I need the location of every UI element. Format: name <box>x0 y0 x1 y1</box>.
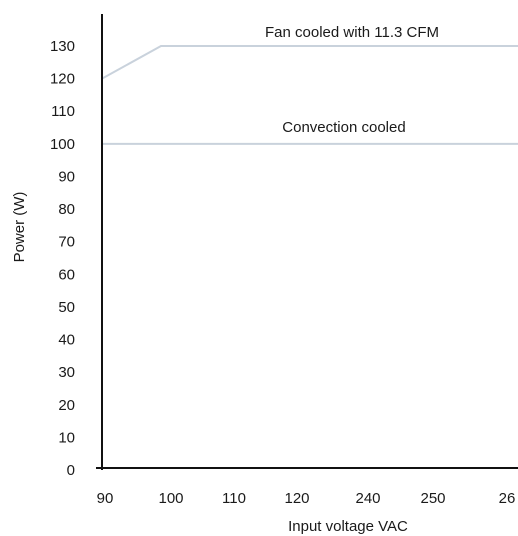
y-tick-label: 130 <box>50 38 75 55</box>
x-tick-label: 90 <box>97 490 114 507</box>
x-tick-label: 110 <box>222 490 246 507</box>
y-tick-label: 60 <box>58 266 75 283</box>
y-tick-label: 70 <box>58 234 75 251</box>
series-line-0 <box>101 45 518 80</box>
series-label-1: Convection cooled <box>282 119 405 136</box>
x-tick-label: 100 <box>158 490 183 507</box>
x-tick-label: 26 <box>499 490 516 507</box>
series-label-0: Fan cooled with 11.3 CFM <box>265 24 439 41</box>
x-tick-label: 250 <box>420 490 445 507</box>
y-tick-label: 40 <box>58 332 75 349</box>
y-tick-label: 30 <box>58 364 75 381</box>
y-tick-label: 90 <box>58 168 75 185</box>
x-axis-title: Input voltage VAC <box>288 518 408 535</box>
y-tick-label: 50 <box>58 299 75 316</box>
series-layer <box>101 45 518 145</box>
y-tick-label: 10 <box>58 429 75 446</box>
y-axis-title: Power (W) <box>11 192 28 263</box>
axes <box>96 14 518 470</box>
series-labels: Fan cooled with 11.3 CFM Convection coole… <box>265 24 439 136</box>
y-tick-label: 0 <box>67 462 75 479</box>
x-tick-label: 120 <box>284 490 309 507</box>
y-tick-label: 20 <box>58 397 75 414</box>
y-tick-labels: 0 10 20 30 40 50 60 70 80 90 100 110 120 130 <box>50 38 75 479</box>
x-tick-label: 240 <box>355 490 380 507</box>
y-tick-label: 110 <box>51 103 75 120</box>
y-tick-label: 120 <box>50 71 75 88</box>
y-tick-label: 100 <box>50 136 75 153</box>
y-tick-label: 80 <box>58 201 75 218</box>
x-tick-labels: 90 100 110 120 240 250 26 <box>97 490 516 507</box>
